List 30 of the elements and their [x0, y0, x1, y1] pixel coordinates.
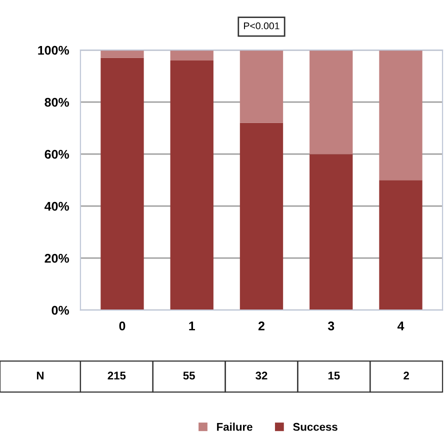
x-tick-label: 3: [328, 322, 334, 330]
y-tick-label: 40%: [44, 202, 70, 211]
y-tick-label: 100%: [38, 46, 70, 55]
bar: [100, 50, 144, 58]
bar: [379, 180, 422, 310]
bar: [100, 58, 144, 310]
text: 32: [256, 372, 268, 380]
legend-label: Success: [293, 422, 338, 431]
y-tick-label: 60%: [44, 150, 70, 159]
x-tick-label: 0: [119, 322, 126, 330]
text: 55: [183, 372, 195, 380]
bar: [310, 154, 353, 310]
bar: [170, 60, 214, 310]
x-tick-label: 1: [189, 322, 195, 330]
x-tick-label: 2: [258, 322, 264, 330]
bar: [170, 50, 214, 60]
bar: [379, 50, 422, 180]
bar: [310, 50, 353, 154]
text: N: [36, 372, 44, 380]
bar: [240, 122, 284, 310]
y-tick-label: 20%: [44, 254, 70, 263]
y-tick-label: 80%: [44, 98, 70, 107]
legend-label: Failure: [217, 422, 252, 431]
bar: [240, 50, 284, 123]
text: 15: [328, 372, 340, 380]
y-tick-label: 0%: [52, 306, 70, 315]
text: 215: [108, 372, 126, 380]
x-tick-label: 4: [397, 322, 404, 330]
text: P<0.001: [244, 22, 280, 30]
text: 2: [404, 372, 409, 380]
